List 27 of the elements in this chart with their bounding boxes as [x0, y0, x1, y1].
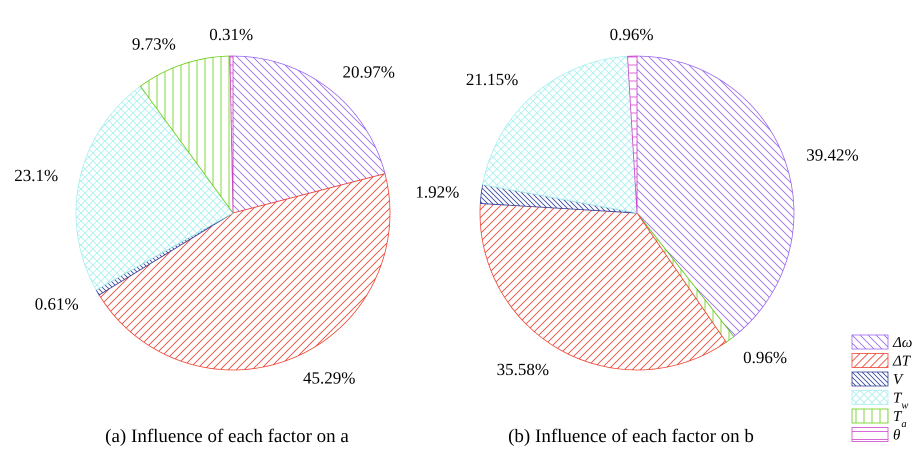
data-label: 45.29%: [302, 368, 356, 388]
pie-slice: [230, 56, 234, 214]
text: (a) Influence of each factor on a: [105, 426, 350, 447]
data-label: 0.96%: [743, 348, 787, 368]
data-label: 35.58%: [496, 360, 550, 379]
data-label: 9.73%: [132, 34, 176, 54]
pie-slice: [480, 184, 638, 214]
pie-slice: [98, 173, 390, 370]
data-label: 23.1%: [14, 166, 58, 185]
legend-label: θ: [893, 428, 901, 444]
legend-label: V: [893, 372, 904, 388]
legend-label: ΔT: [892, 354, 912, 370]
text: (b) Influence of each factor on b: [508, 426, 754, 447]
data-label: 20.97%: [342, 62, 395, 82]
data-label: 0.96%: [610, 25, 654, 44]
legend-label: T$_{a}$: [893, 409, 907, 430]
data-label: 21.15%: [466, 70, 518, 89]
pie-slice: [140, 56, 234, 214]
pie-slice: [76, 86, 234, 290]
legend-label: Δω: [892, 335, 912, 351]
pie-slice: [636, 56, 794, 337]
legend-label: T$_{w}$: [893, 390, 908, 411]
pie-slice: [627, 56, 638, 214]
data-label: 0.31%: [209, 24, 254, 44]
data-label: 39.42%: [806, 146, 859, 165]
data-label: 1.92%: [415, 182, 460, 202]
data-label: 0.61%: [34, 294, 79, 314]
